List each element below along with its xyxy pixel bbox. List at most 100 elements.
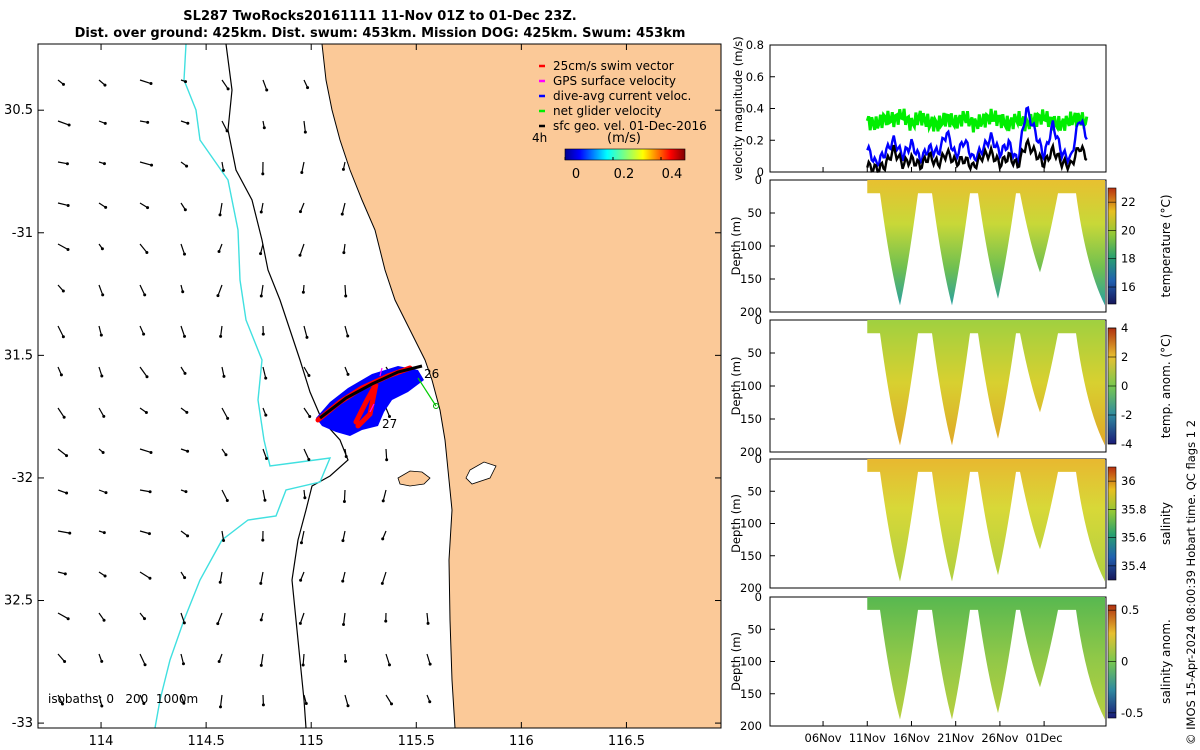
section-colorbar-tick-label: 20 [1121, 223, 1136, 237]
section-colorbar-tick-label: 2 [1121, 350, 1128, 364]
geo-velocity-arrowhead [347, 742, 350, 745]
section-y-tick-label: 100 [740, 517, 762, 531]
geo-velocity-arrowhead [298, 210, 302, 214]
geo-velocity-arrowhead [300, 170, 304, 174]
section-colorbar-tick-label: -2 [1121, 408, 1132, 422]
geo-velocity-arrow [217, 612, 223, 624]
section-colorbar-tick-label: 35.4 [1121, 559, 1147, 573]
section-colorbar-tick-label: -4 [1121, 437, 1132, 451]
geo-velocity-arrow [262, 489, 266, 501]
geo-velocity-arrowhead [259, 252, 263, 256]
map-x-tick-label: 115 [299, 734, 324, 749]
geo-velocity-arrow [57, 161, 68, 165]
geo-velocity-arrow [180, 325, 186, 337]
geo-velocity-arrow [180, 243, 186, 255]
footer-credit: © IMOS 15-Apr-2024 08:00:39 Hobart time.… [1184, 420, 1198, 745]
geo-velocity-arrowhead [184, 80, 188, 84]
geo-velocity-arrowhead [149, 450, 153, 454]
geo-velocity-arrow [57, 202, 69, 207]
section-colorbar-label: salinity anom. [1159, 619, 1173, 704]
geo-velocity-arrowhead [100, 247, 104, 251]
island [397, 470, 431, 487]
geo-velocity-arrowhead [225, 499, 229, 503]
geo-velocity-arrowhead [426, 621, 430, 625]
geo-velocity-arrow [344, 694, 349, 706]
geo-velocity-arrowhead [182, 621, 186, 625]
section-fill [867, 320, 1105, 446]
geo-velocity-arrowhead [218, 213, 222, 217]
map-y-tick-label: 31.5 [4, 348, 33, 363]
geo-velocity-arrowhead [222, 538, 226, 542]
map-x-tick-label: 114.5 [188, 734, 225, 749]
coastline [321, 44, 456, 728]
geo-velocity-arrow [57, 448, 67, 457]
isobath-label: isobaths: 0 200 1000m [48, 692, 198, 706]
geo-velocity-arrowhead [219, 334, 223, 338]
velocity-y-tick-label: 0.4 [746, 102, 764, 116]
geo-velocity-arrow [57, 407, 65, 418]
section-colorbar-tick-label: 35.6 [1121, 531, 1147, 545]
geo-velocity-arrowhead [341, 539, 345, 543]
velocity-series [865, 105, 1089, 174]
section-y-tick-label: 50 [747, 622, 762, 636]
section-colorbar-tick-label: 4 [1121, 321, 1128, 335]
section-y-tick-label: 150 [740, 549, 762, 563]
geo-velocity-arrow [300, 530, 305, 543]
map-y-tick-label: 30.5 [4, 103, 33, 118]
geo-velocity-arrowhead [143, 293, 147, 297]
geo-velocity-arrowhead [104, 491, 108, 495]
legend-entry: GPS surface velocity [553, 74, 676, 88]
geo-velocity-arrow [221, 366, 225, 377]
geo-velocity-arrow [98, 407, 105, 417]
land-area [322, 44, 721, 728]
geo-velocity-arrow [57, 325, 64, 337]
section-y-tick-label: 200 [740, 305, 762, 319]
geo-velocity-arrow [381, 571, 387, 584]
geo-velocity-arrow [139, 161, 152, 166]
geo-velocity-arrowhead [303, 130, 307, 134]
geo-velocity-arrowhead [181, 662, 185, 666]
section-y-tick-label: 0 [755, 452, 762, 466]
geo-velocity-arrowhead [63, 660, 67, 664]
geo-velocity-arrowhead [66, 203, 70, 207]
geo-velocity-arrowhead [66, 248, 70, 252]
geo-velocity-arrowhead [101, 450, 105, 454]
geo-velocity-arrow [139, 694, 145, 704]
geo-velocity-arrow [385, 653, 391, 666]
geo-velocity-arrowhead [101, 293, 105, 297]
geo-velocity-arrow [303, 366, 310, 376]
geo-velocity-arrow [342, 571, 346, 582]
geo-velocity-arrowhead [217, 660, 221, 664]
geo-velocity-arrow [58, 736, 63, 747]
geo-velocity-arrowhead [66, 617, 70, 621]
geo-velocity-arrow [299, 202, 305, 212]
geo-velocity-arrow [303, 407, 311, 417]
velocity-y-tick-label: 0.6 [746, 70, 764, 84]
geo-velocity-arrowhead [259, 663, 263, 667]
geo-velocity-arrowhead [146, 120, 150, 124]
geo-velocity-arrow [139, 653, 146, 666]
geo-velocity-arrowhead [185, 410, 189, 414]
geo-velocity-arrow [139, 571, 151, 579]
geo-velocity-arrow [382, 489, 387, 501]
geo-velocity-arrowhead [144, 411, 148, 415]
colorbar-tick-label: 0 [572, 167, 580, 182]
geo-velocity-arrow [299, 243, 305, 256]
salinity-fill [867, 459, 1105, 582]
time-x-tick-label: 11Nov [849, 731, 886, 745]
geo-velocity-arrow [262, 366, 267, 379]
geo-velocity-arrow [303, 325, 308, 338]
day-label-27: 27 [382, 417, 397, 431]
section-colorbar-tick-label: -0.5 [1121, 706, 1143, 720]
velocity-series-line [865, 108, 1089, 134]
section-fill [867, 459, 1105, 582]
geo-velocity-arrowhead [299, 541, 303, 545]
geo-velocity-arrowhead [305, 335, 309, 339]
geo-velocity-arrowhead [342, 622, 346, 626]
map-x-tick-label: 116.5 [608, 734, 645, 749]
geo-velocity-arrow [342, 530, 346, 541]
sfc-geo-velocity-arrows [57, 79, 432, 747]
